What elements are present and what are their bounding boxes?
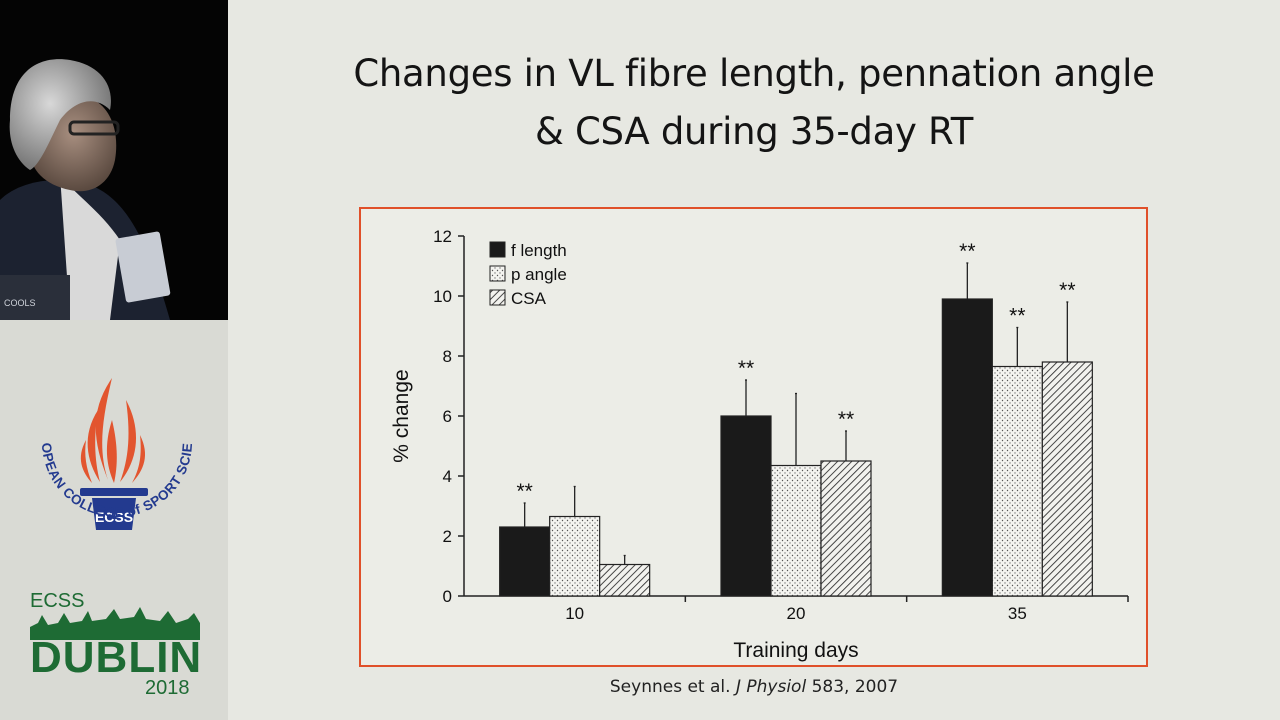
legend-label: CSA [511, 289, 547, 308]
citation-details: 583, 2007 [811, 677, 899, 697]
bar [720, 415, 772, 597]
x-tick-label: 20 [787, 604, 806, 623]
slide: Changes in VL fibre length, pennation an… [228, 0, 1280, 720]
bar [991, 365, 1043, 597]
sidebar: COOLS ECSS EUROPEAN COLLEGE of SPORT SCI… [0, 0, 228, 720]
bar [770, 464, 822, 597]
legend-label: f length [511, 241, 567, 260]
bar [1041, 361, 1093, 597]
logo-text: ECSS [95, 509, 133, 525]
y-tick-label: 0 [443, 587, 452, 606]
significance-label: ** [959, 240, 975, 263]
citation-journal: J Physiol [735, 677, 807, 697]
event-year: 2018 [145, 677, 190, 699]
y-tick-label: 12 [433, 227, 452, 246]
y-tick-label: 8 [443, 347, 452, 366]
citation: Seynnes et al. J Physiol 583, 2007 [228, 677, 1280, 697]
significance-label: ** [738, 357, 754, 380]
significance-label: ** [838, 408, 854, 431]
bar [549, 515, 601, 597]
y-tick-label: 2 [443, 527, 452, 546]
bar [820, 460, 872, 597]
video-badge: COOLS [4, 298, 36, 308]
significance-label: ** [516, 480, 532, 503]
y-tick-label: 6 [443, 407, 452, 426]
bar-chart: 0 2 4 6 8 10 12 10 20 35 Training days % change ** *… [390, 227, 1129, 662]
x-tick-label: 10 [565, 604, 584, 623]
speaker-video: COOLS [0, 0, 228, 320]
bar [941, 298, 993, 597]
legend-swatch [489, 241, 506, 258]
legend-label: p angle [511, 265, 567, 284]
citation-authors: Seynnes et al. [609, 677, 731, 697]
bar [499, 526, 551, 597]
ecss-logo: ECSS EUROPEAN COLLEGE of SPORT SCIENCE [20, 370, 195, 530]
speaker-silhouette: COOLS [0, 0, 228, 320]
y-axis-label: % change [390, 369, 413, 462]
flame-icon [80, 378, 146, 483]
y-tick-label: 4 [443, 467, 452, 486]
significance-label: ** [1009, 305, 1025, 328]
chart-frame: 0 2 4 6 8 10 12 10 20 35 Training days % change ** *… [359, 207, 1148, 667]
slide-title-line-1: Changes in VL fibre length, pennation an… [353, 52, 1155, 95]
legend-swatch [489, 289, 506, 306]
significance-label: ** [1059, 279, 1075, 302]
legend-swatch [489, 265, 506, 282]
dublin-skyline-icon [30, 607, 200, 640]
event-city: DUBLIN [30, 633, 203, 682]
y-tick-label: 10 [433, 287, 452, 306]
event-label: ECSS [30, 590, 85, 612]
x-tick-label: 35 [1008, 604, 1027, 623]
bar [599, 563, 651, 597]
x-axis-label: Training days [733, 639, 858, 662]
slide-title-line-2: & CSA during 35-day RT [534, 110, 974, 153]
